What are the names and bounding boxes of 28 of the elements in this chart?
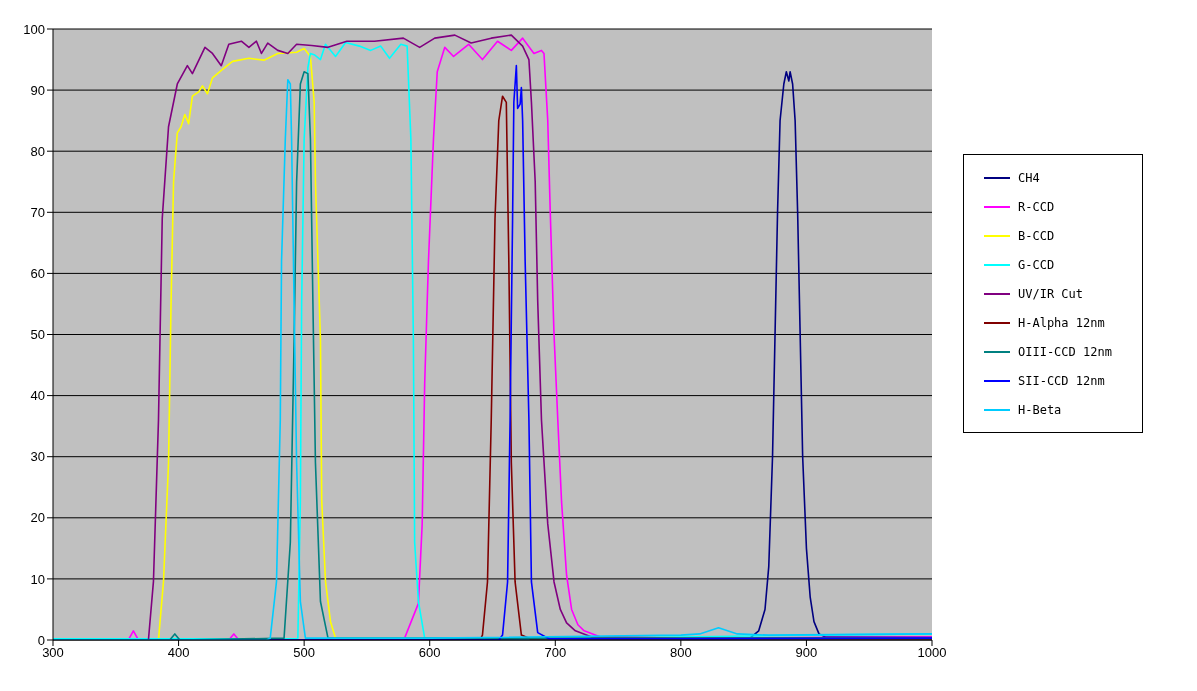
legend-label: G-CCD <box>1018 257 1055 272</box>
x-tick-label: 900 <box>795 645 818 661</box>
y-tick-label: 40 <box>30 388 45 404</box>
y-tick-label: 30 <box>30 449 45 465</box>
legend-label: H-Alpha 12nm <box>1018 315 1105 330</box>
x-tick-label: 500 <box>293 645 315 661</box>
legend-label: H-Beta <box>1018 402 1062 417</box>
legend-label: UV/IR Cut <box>1018 286 1084 301</box>
x-tick-label: 600 <box>418 645 441 661</box>
legend-label: CH4 <box>1018 170 1040 185</box>
y-tick-label: 60 <box>30 266 45 282</box>
x-tick-label: 700 <box>544 645 567 661</box>
legend-label: OIII-CCD 12nm <box>1018 344 1112 359</box>
y-tick-label: 70 <box>30 204 45 220</box>
y-tick-label: 90 <box>30 82 45 98</box>
y-tick-label: 20 <box>30 510 45 526</box>
x-tick-label: 800 <box>670 645 692 661</box>
y-tick-label: 50 <box>30 327 45 343</box>
y-tick-label: 0 <box>37 632 45 648</box>
y-tick-label: 100 <box>23 21 45 37</box>
x-tick-label: 1000 <box>917 645 947 661</box>
x-tick-label: 400 <box>167 645 190 661</box>
y-tick-label: 10 <box>30 571 45 587</box>
y-tick-label: 80 <box>30 143 45 159</box>
x-tick-label: 300 <box>42 645 64 661</box>
legend-label: B-CCD <box>1018 228 1055 243</box>
legend-label: SII-CCD 12nm <box>1018 373 1105 388</box>
legend-label: R-CCD <box>1018 199 1055 214</box>
